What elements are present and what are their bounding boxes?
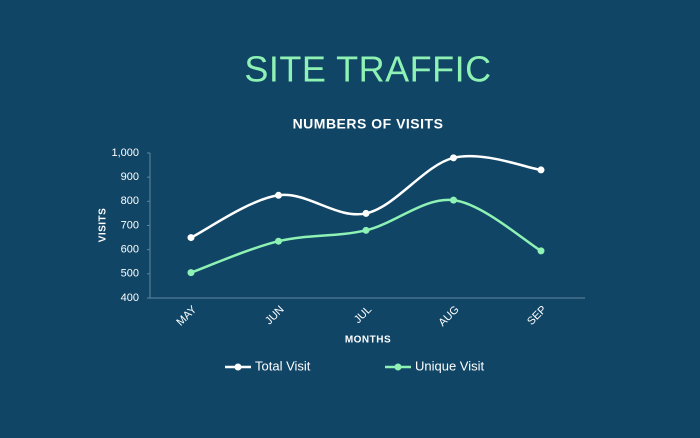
legend-label: Total Visit [255, 358, 311, 373]
chart-subtitle: NUMBERS OF VISITS [293, 116, 444, 132]
y-tick-label: 700 [121, 219, 139, 231]
y-axis-label: VISITS [98, 208, 109, 243]
data-point [450, 154, 457, 162]
data-point [450, 196, 457, 204]
y-tick-label: 600 [121, 244, 139, 256]
data-point [537, 166, 545, 174]
data-point [537, 247, 545, 255]
x-tick-label: SEP [525, 304, 549, 328]
legend-dot [394, 363, 402, 371]
x-axis-label: MONTHS [345, 335, 391, 346]
data-point [275, 191, 282, 199]
y-tick-label: 1,000 [111, 147, 139, 159]
x-tick-label: MAY [174, 303, 199, 328]
legend-dot [234, 363, 242, 371]
legend-label: Unique Visit [415, 358, 485, 373]
x-tick-label: JUN [263, 304, 287, 328]
data-point [275, 237, 282, 245]
data-point [187, 269, 195, 277]
y-tick-label: 800 [121, 195, 139, 207]
x-tick-label: JUL [352, 304, 374, 326]
data-point [187, 234, 195, 242]
data-point [362, 209, 370, 217]
data-point [362, 226, 370, 234]
y-tick-label: 900 [121, 171, 139, 183]
y-tick-label: 500 [121, 268, 139, 280]
chart-title: SITE TRAFFIC [244, 49, 491, 90]
series-line [190, 154, 542, 239]
x-tick-label: AUG [436, 304, 461, 329]
y-tick-label: 400 [121, 292, 139, 304]
